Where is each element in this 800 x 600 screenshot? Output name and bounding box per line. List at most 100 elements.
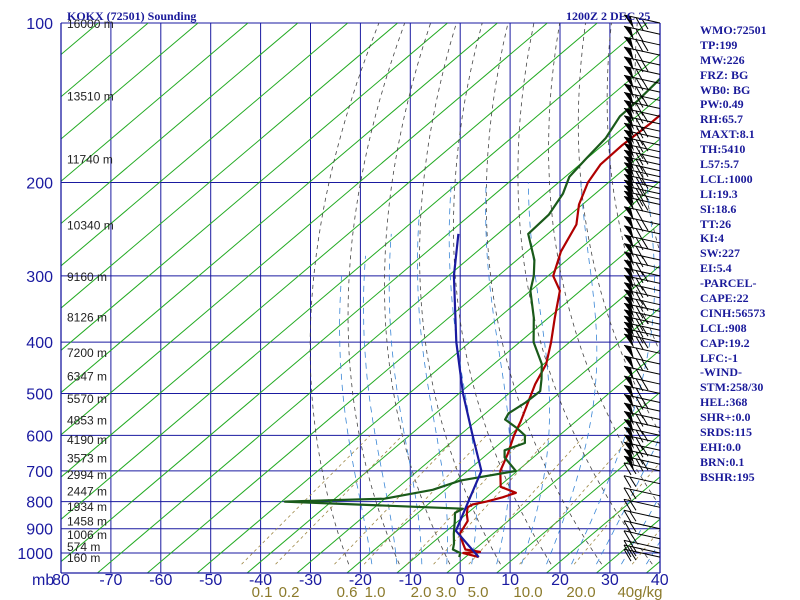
wind-barb: [623, 14, 661, 31]
index-value: EI:5.4: [700, 261, 732, 276]
wind-barb: [623, 289, 661, 306]
isotherm-line: [61, 23, 299, 225]
wind-barb: [623, 333, 661, 350]
index-value: BSHR:195: [700, 469, 755, 484]
moist-adiabat: [417, 209, 449, 565]
wind-barb: [623, 107, 661, 124]
temperature-profile: [458, 113, 660, 559]
wind-barb: [623, 344, 661, 361]
height-label: 4853 m: [67, 414, 107, 428]
pressure-tick-label: 100: [26, 16, 53, 33]
sounding-profiles: [283, 77, 660, 559]
mixing-ratio-line: [241, 435, 371, 565]
dry-adiabat: [384, 23, 451, 565]
dewpoint-profile: [283, 77, 660, 558]
wind-barb: [623, 91, 661, 108]
dry-adiabat: [419, 23, 501, 565]
mixing-ratio-line: [363, 435, 487, 565]
isotherm-line: [61, 53, 660, 563]
height-label: 574 m: [67, 540, 100, 554]
wind-barb: [623, 296, 661, 312]
wind-barbs: [623, 14, 661, 562]
wind-barb: [623, 115, 661, 132]
wind-barb: [623, 520, 661, 534]
height-label: 16000 m: [67, 17, 114, 31]
pressure-tick-label: 400: [26, 335, 53, 352]
mixing-ratio-label: 0.2: [279, 584, 300, 600]
moist-adiabat: [339, 275, 373, 565]
wind-barb: [623, 355, 661, 372]
temperature-tick-label: -40: [249, 572, 272, 589]
mixing-ratio-label: 0.6: [337, 584, 358, 600]
moist-adiabat: [448, 182, 478, 565]
vertical-grid: [110, 23, 611, 573]
height-label: 4190 m: [67, 433, 107, 447]
height-label: 5570 m: [67, 392, 107, 406]
index-value: LCL:908: [700, 320, 747, 335]
index-value: PW:0.49: [700, 97, 744, 112]
dry-adiabat: [347, 23, 406, 565]
isotherm-line: [61, 23, 249, 182]
index-value: SHR+:0.0: [700, 410, 751, 425]
index-value: -PARCEL-: [700, 276, 757, 291]
mixing-ratio-label: 40g/kg: [617, 584, 662, 600]
height-label: 1458 m: [67, 514, 107, 528]
index-value: SI:18.6: [700, 201, 737, 216]
index-value: RH:65.7: [700, 112, 743, 127]
mixing-ratio-line: [334, 435, 459, 565]
index-value: FRZ: BG: [700, 67, 749, 82]
height-label: 8126 m: [67, 311, 107, 325]
moist-adiabat: [621, 494, 660, 565]
wind-barb: [623, 448, 661, 465]
isotherm-line: [296, 264, 660, 573]
index-value: CAP:19.2: [700, 335, 750, 350]
parcel-profile: [452, 233, 483, 558]
wind-barb: [623, 195, 661, 212]
wind-barb: [623, 56, 661, 73]
wind-barb: [623, 136, 661, 153]
wind-barb: [623, 100, 661, 116]
index-value: MAXT:8.1: [700, 127, 755, 142]
moist-adiabat: [388, 233, 423, 565]
pressure-tick-label: 200: [26, 176, 53, 193]
mixing-ratio-label: 2.0: [411, 584, 432, 600]
wind-barb: [623, 129, 661, 146]
mixing-ratio-line: [406, 435, 527, 565]
mixing-ratio-label: 5.0: [468, 584, 489, 600]
pressure-tick-label: 700: [26, 464, 53, 481]
isotherm-line: [61, 23, 349, 267]
moist-adiabats: [339, 182, 660, 565]
index-value: MW:226: [700, 52, 745, 67]
height-label: 11740 m: [67, 152, 113, 166]
height-label: 13510 m: [67, 89, 114, 103]
isotherm-line: [61, 23, 398, 309]
moist-adiabat: [363, 255, 398, 565]
pressure-tick-label: 600: [26, 428, 53, 445]
isotherm-line: [61, 23, 548, 436]
wind-barb: [623, 498, 661, 512]
moist-adiabat: [596, 435, 660, 565]
wind-barb: [623, 475, 661, 488]
isotherm-line: [196, 180, 660, 573]
pressure-tick-label: 1000: [17, 546, 53, 563]
wind-barb: [623, 206, 661, 222]
height-label: 9160 m: [67, 270, 107, 284]
temperature-tick-label: -70: [99, 572, 122, 589]
mixing-ratio-label: 1.0: [365, 584, 386, 600]
height-label: 2994 m: [67, 468, 107, 482]
mixing-ratio-label: 3.0: [436, 584, 457, 600]
height-label: 10340 m: [67, 219, 114, 233]
index-value: EHI:0.0: [700, 439, 742, 454]
moist-adiabat: [521, 182, 550, 565]
mixing-ratio-label: 0.1: [252, 584, 273, 600]
index-value: CAPE:22: [700, 291, 749, 306]
index-value: WB0: BG: [700, 82, 751, 97]
moist-adiabat: [485, 182, 511, 565]
isotherm-line: [147, 138, 660, 573]
isotherms: [61, 23, 660, 573]
wind-barb: [623, 548, 661, 562]
index-value: -WIND-: [700, 365, 742, 380]
wind-barb: [623, 441, 661, 458]
temperature-tick-label: -30: [299, 572, 322, 589]
